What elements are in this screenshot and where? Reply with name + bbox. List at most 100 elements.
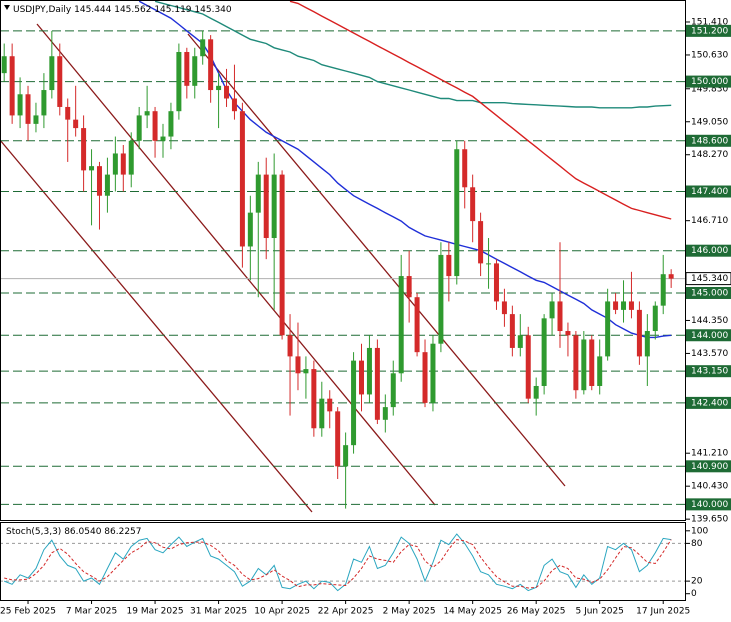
x-tick-label: 5 Jun 2025 — [575, 607, 623, 617]
chart-header: USDJPY,Daily 145.444 145.562 145.119 145… — [13, 5, 232, 15]
x-tick-label: 31 Mar 2025 — [190, 607, 247, 617]
candle-body — [152, 111, 158, 141]
candle-body — [438, 254, 444, 344]
candle-body — [335, 411, 341, 467]
candle-body — [176, 52, 182, 112]
stoch-d: 86.2257 — [104, 527, 141, 537]
candle-body — [128, 140, 134, 175]
candle-body — [9, 56, 15, 116]
current-price-label: 145.340 — [691, 274, 728, 284]
y-tick-label: 151.410 — [691, 17, 728, 27]
x-tick-label: 19 Mar 2025 — [127, 607, 184, 617]
candle-body — [557, 301, 563, 332]
candle-body — [644, 331, 650, 357]
candle-body — [295, 356, 301, 374]
candle-body — [509, 314, 515, 348]
trend-line — [36, 23, 436, 506]
x-tick-label: 7 Mar 2025 — [66, 607, 117, 617]
stoch-line — [4, 539, 672, 589]
candle-body — [89, 166, 95, 171]
candle-body — [478, 221, 484, 264]
candle-body — [549, 301, 555, 319]
stoch-name: Stoch(5,3,3) — [6, 527, 61, 537]
level-label-box — [686, 329, 731, 342]
header-low: 145.119 — [154, 5, 191, 15]
candle-body — [565, 331, 571, 336]
x-tick-label: 22 Apr 2025 — [318, 607, 374, 617]
candle-body — [359, 360, 364, 395]
level-label: 145.000 — [691, 288, 728, 298]
candle-body — [65, 106, 71, 120]
header-high: 145.562 — [114, 5, 151, 15]
stoch-line — [4, 533, 672, 592]
moving-average — [289, 0, 672, 220]
candle-body — [96, 166, 102, 196]
level-label: 151.200 — [691, 26, 728, 36]
candle-body — [446, 254, 452, 277]
candle-body — [136, 115, 142, 141]
y-tick-label: 139.650 — [691, 515, 728, 525]
candle-body — [390, 373, 396, 408]
level-label: 140.900 — [691, 462, 728, 472]
price-pane — [0, 0, 686, 509]
candle-body — [636, 309, 642, 357]
y-tick-label: 141.210 — [691, 449, 728, 459]
candle-body — [343, 445, 349, 467]
candle-body — [589, 339, 595, 386]
candle-body — [501, 301, 507, 315]
stoch-k: 86.0540 — [64, 527, 101, 537]
y-tick-label: 150.630 — [691, 50, 728, 60]
level-label: 147.400 — [691, 187, 728, 197]
candle-body — [73, 119, 79, 129]
candle-body — [605, 301, 611, 357]
stoch-frame — [0, 522, 686, 601]
candle-body — [462, 149, 468, 188]
y-tick-label: 0 — [691, 589, 697, 599]
y-tick-label: 148.270 — [691, 150, 728, 160]
level-label-box — [686, 75, 731, 88]
y-tick-label: 20 — [691, 577, 703, 587]
candle-body — [652, 305, 658, 332]
candle-body — [422, 352, 428, 403]
candle-body — [247, 212, 253, 247]
candle-body — [239, 111, 245, 247]
candle-body — [470, 187, 476, 222]
candle-body — [81, 128, 87, 171]
trend-channel — [0, 23, 566, 513]
level-label: 140.000 — [691, 500, 728, 510]
stoch-header: Stoch(5,3,3) 86.0540 86.2257 — [6, 527, 142, 537]
moving-average — [154, 0, 672, 109]
candle-body — [597, 356, 603, 386]
y-tick-label: 100 — [691, 526, 708, 536]
candle-body — [200, 39, 206, 57]
candle-body — [216, 85, 222, 91]
y-tick-label: 149.830 — [691, 84, 728, 94]
candle-body — [57, 56, 63, 107]
candle-body — [327, 398, 333, 412]
candle-body — [224, 85, 230, 99]
level-label-box — [686, 460, 731, 473]
candle-body — [311, 369, 317, 429]
y-tick-label: 80 — [691, 539, 703, 549]
level-label: 148.600 — [691, 136, 728, 146]
price-frame — [0, 0, 686, 521]
candle-body — [1, 56, 7, 74]
menu-icon — [4, 5, 10, 10]
candle-body — [621, 301, 627, 310]
candle-body — [486, 263, 492, 265]
level-label-box — [686, 286, 731, 299]
candle-body — [493, 263, 499, 302]
candle-body — [192, 56, 198, 86]
candle-body — [573, 335, 579, 391]
x-tick-label: 17 Jun 2025 — [636, 607, 690, 617]
y-tick-label: 149.050 — [691, 117, 728, 127]
candle-body — [581, 339, 587, 391]
stoch-pane — [0, 533, 686, 592]
symbol: USDJPY,Daily — [13, 5, 72, 15]
candle-body — [231, 98, 237, 112]
candle-body — [660, 274, 666, 306]
x-tick-label: 14 May 2025 — [443, 607, 502, 617]
header-open: 145.444 — [74, 5, 111, 15]
candle-body — [112, 153, 118, 175]
